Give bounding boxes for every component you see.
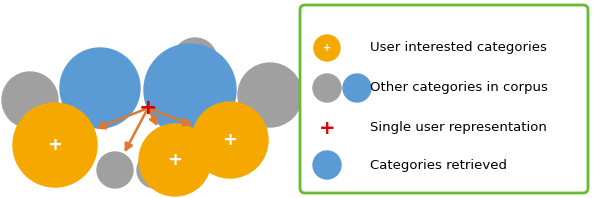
Text: Categories retrieved: Categories retrieved xyxy=(370,159,507,171)
Circle shape xyxy=(173,38,217,82)
Text: +: + xyxy=(223,131,238,149)
Text: +: + xyxy=(168,151,182,169)
Text: User interested categories: User interested categories xyxy=(370,42,547,54)
Text: +: + xyxy=(48,136,62,154)
FancyBboxPatch shape xyxy=(300,5,588,193)
Circle shape xyxy=(238,63,302,127)
Circle shape xyxy=(139,124,211,196)
Circle shape xyxy=(97,152,133,188)
Circle shape xyxy=(192,102,268,178)
Circle shape xyxy=(343,74,371,102)
Circle shape xyxy=(13,103,97,187)
Circle shape xyxy=(60,48,140,128)
Circle shape xyxy=(2,72,58,128)
Text: +: + xyxy=(319,118,335,137)
Circle shape xyxy=(314,35,340,61)
Circle shape xyxy=(313,151,341,179)
Circle shape xyxy=(313,74,341,102)
Circle shape xyxy=(144,44,236,136)
Text: Other categories in corpus: Other categories in corpus xyxy=(370,82,548,94)
Circle shape xyxy=(137,152,173,188)
Text: +: + xyxy=(323,43,331,53)
Text: +: + xyxy=(138,98,157,118)
Text: Single user representation: Single user representation xyxy=(370,122,547,134)
